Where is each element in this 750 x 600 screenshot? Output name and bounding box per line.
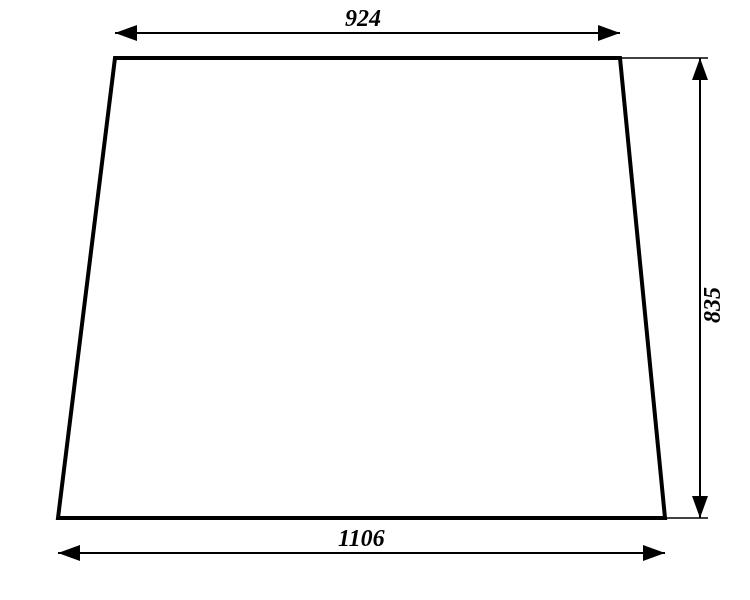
- technical-drawing: 924 1106 835: [0, 0, 750, 600]
- arrow-left-icon: [58, 545, 80, 561]
- arrow-down-icon: [692, 496, 708, 518]
- dimension-top-value: 924: [345, 6, 381, 32]
- arrow-up-icon: [692, 58, 708, 80]
- arrow-right-icon: [643, 545, 665, 561]
- dimension-top: 924: [115, 6, 620, 41]
- trapezoid-shape: [58, 58, 665, 518]
- dimension-bottom: 1106: [58, 526, 665, 561]
- dimension-bottom-value: 1106: [338, 526, 385, 552]
- arrow-left-icon: [115, 25, 137, 41]
- arrow-right-icon: [598, 25, 620, 41]
- dimension-right-value: 835: [700, 287, 726, 323]
